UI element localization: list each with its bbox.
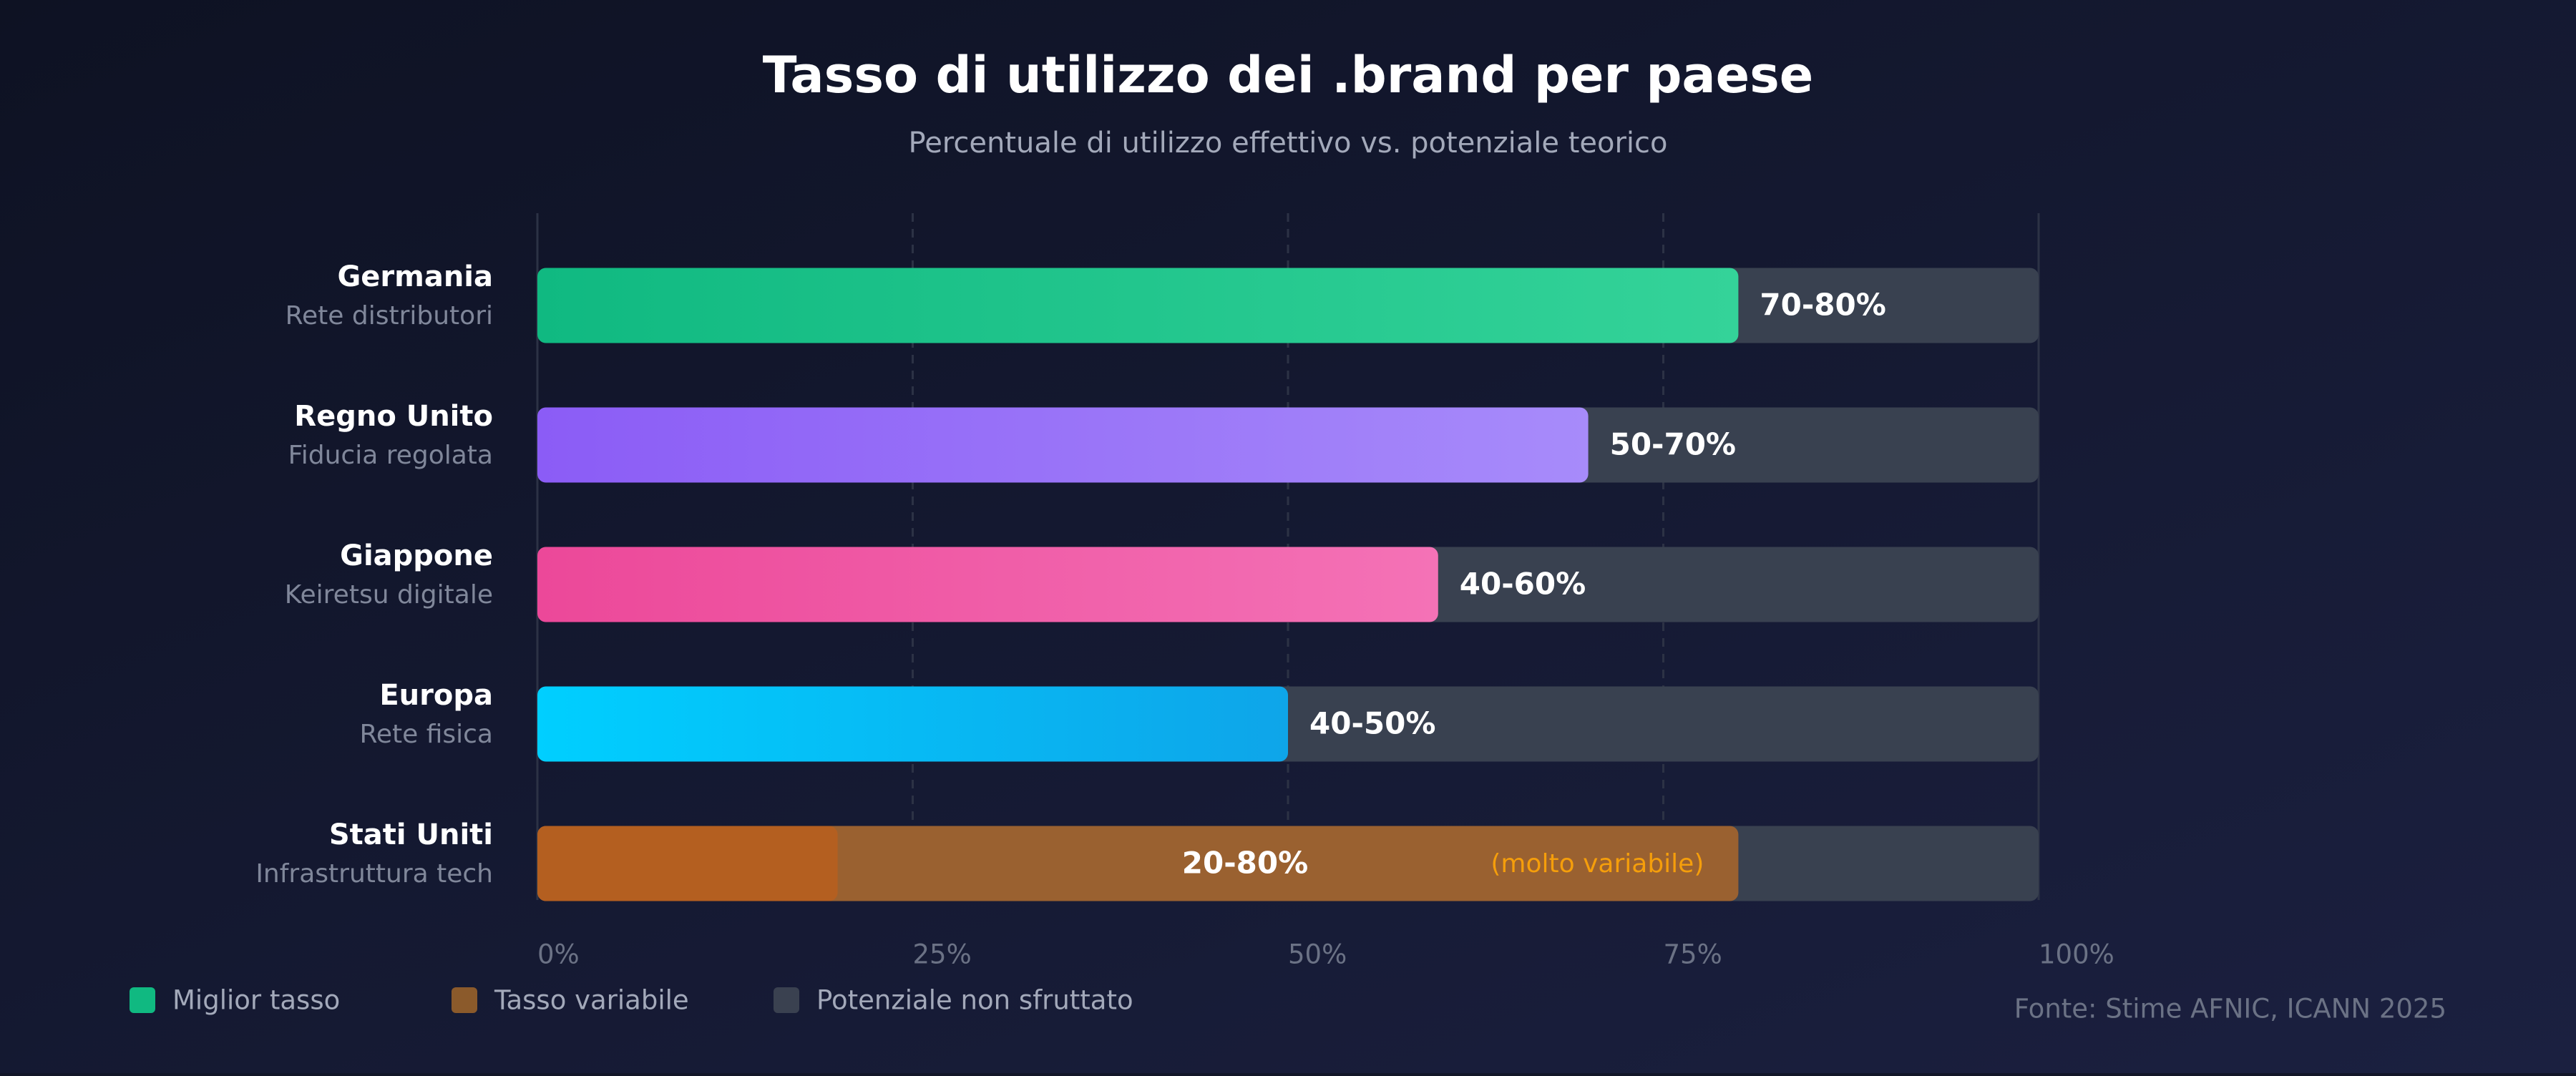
category-label: Giappone	[340, 539, 493, 572]
bar	[537, 547, 1438, 622]
legend-label: Tasso variabile	[494, 985, 689, 1016]
category-subtitle: Fiducia regolata	[288, 441, 493, 470]
bar	[537, 407, 1589, 483]
bar	[537, 686, 1288, 762]
bar	[537, 268, 1739, 343]
x-tick-label: 100%	[2039, 939, 2114, 970]
x-tick-label: 50%	[1288, 939, 1347, 970]
category-label: Stati Uniti	[329, 818, 493, 851]
value-label: 20-80%	[1182, 846, 1308, 881]
category-label: Germania	[337, 260, 493, 293]
value-label: 70-80%	[1760, 288, 1885, 323]
annotation: (molto variabile)	[1491, 849, 1704, 879]
category-subtitle: Keiretsu digitale	[285, 580, 493, 610]
x-tick-label: 75%	[1664, 939, 1722, 970]
value-label: 40-60%	[1460, 567, 1586, 602]
legend-label: Miglior tasso	[172, 985, 340, 1016]
source: Fonte: Stime AFNIC, ICANN 2025	[2014, 994, 2446, 1024]
bar-low-segment	[537, 826, 838, 901]
legend-swatch	[452, 987, 477, 1013]
chart-subtitle: Percentuale di utilizzo effettivo vs. po…	[909, 127, 1668, 160]
chart-title: Tasso di utilizzo dei .brand per paese	[763, 46, 1814, 104]
category-label: Regno Unito	[294, 400, 493, 433]
x-tick-label: 0%	[537, 939, 580, 970]
value-label: 40-50%	[1309, 706, 1435, 741]
legend-swatch	[130, 987, 155, 1013]
legend-label: Potenziale non sfruttato	[816, 985, 1133, 1016]
category-subtitle: Infrastruttura tech	[255, 859, 493, 889]
legend-swatch	[774, 987, 799, 1013]
value-label: 50-70%	[1610, 427, 1736, 462]
x-tick-label: 25%	[913, 939, 972, 970]
category-subtitle: Rete distributori	[286, 301, 493, 331]
category-label: Europa	[379, 679, 493, 712]
category-subtitle: Rete fisica	[359, 720, 493, 749]
